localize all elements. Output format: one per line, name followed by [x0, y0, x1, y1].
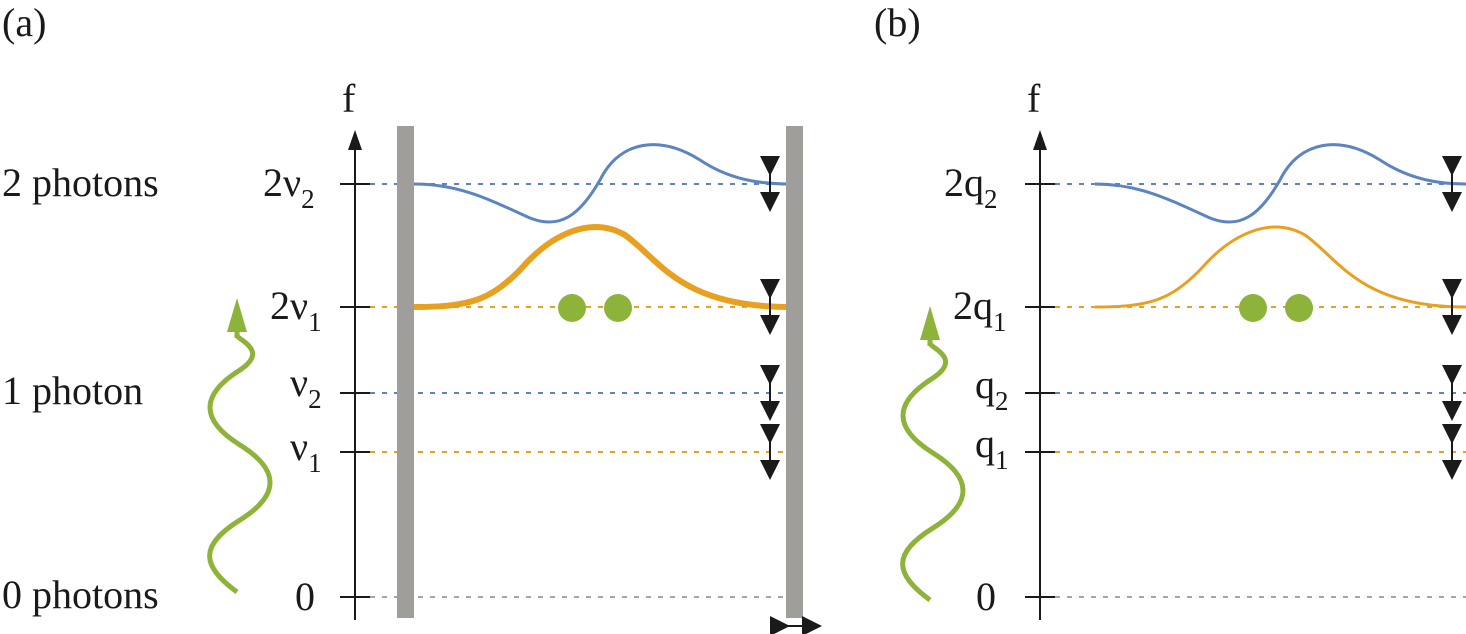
panel-b-tick-label-0: 0 — [976, 574, 996, 619]
panel-a-axis-label: f — [342, 76, 356, 121]
panel-a-left-mirror — [397, 126, 414, 618]
panel-b-photon-wave — [900, 341, 966, 603]
panel-a-tick-label-2v2: 2ν2 — [263, 160, 315, 214]
panel-b-tick-label-q2: q2 — [975, 362, 1009, 416]
panel-a-f-axis-arrowhead — [348, 130, 362, 150]
panel-b-photon-arrowhead — [920, 306, 940, 340]
label-2-photons: 2 photons — [2, 160, 159, 205]
panel-a-photon-dot — [558, 294, 586, 322]
panel-b-label: (b) — [874, 0, 921, 45]
panel-a-tick-label-v1: ν1 — [290, 424, 322, 478]
panel-b-mode-2-wave — [1094, 143, 1466, 224]
panel-a: (a) f 2ν2 2ν1 ν2 ν1 0 2 photons 1 photon… — [2, 0, 822, 634]
panel-a-photon-dot — [604, 294, 632, 322]
panel-b-tick-label-2q2: 2q2 — [944, 160, 998, 214]
label-1-photon: 1 photon — [2, 368, 143, 413]
panel-a-right-mirror — [786, 126, 803, 618]
panel-a-tick-label-v2: ν2 — [290, 360, 322, 414]
panel-a-tick-label-0: 0 — [295, 574, 315, 619]
panel-b-tick-label-2q1: 2q1 — [953, 283, 1007, 337]
panel-b-photon-dot — [1285, 294, 1313, 322]
panel-b: (b) f 2q2 2q1 q2 q1 0 — [874, 0, 1466, 620]
panel-a-mode-1-wave — [413, 224, 791, 310]
panel-b-photon-dot — [1239, 294, 1267, 322]
panel-a-label: (a) — [2, 0, 46, 45]
panel-a-mode-2-wave — [413, 143, 791, 224]
panel-b-mode-1-wave — [1094, 225, 1466, 309]
panel-b-f-axis-arrowhead — [1033, 130, 1047, 150]
panel-a-photon-wave — [207, 333, 273, 595]
panel-a-photon-arrowhead — [227, 298, 247, 332]
panel-a-tick-label-2v1: 2ν1 — [270, 283, 322, 337]
panel-b-axis-label: f — [1027, 76, 1041, 121]
label-0-photons: 0 photons — [2, 572, 159, 617]
panel-b-tick-label-q1: q1 — [975, 421, 1009, 475]
